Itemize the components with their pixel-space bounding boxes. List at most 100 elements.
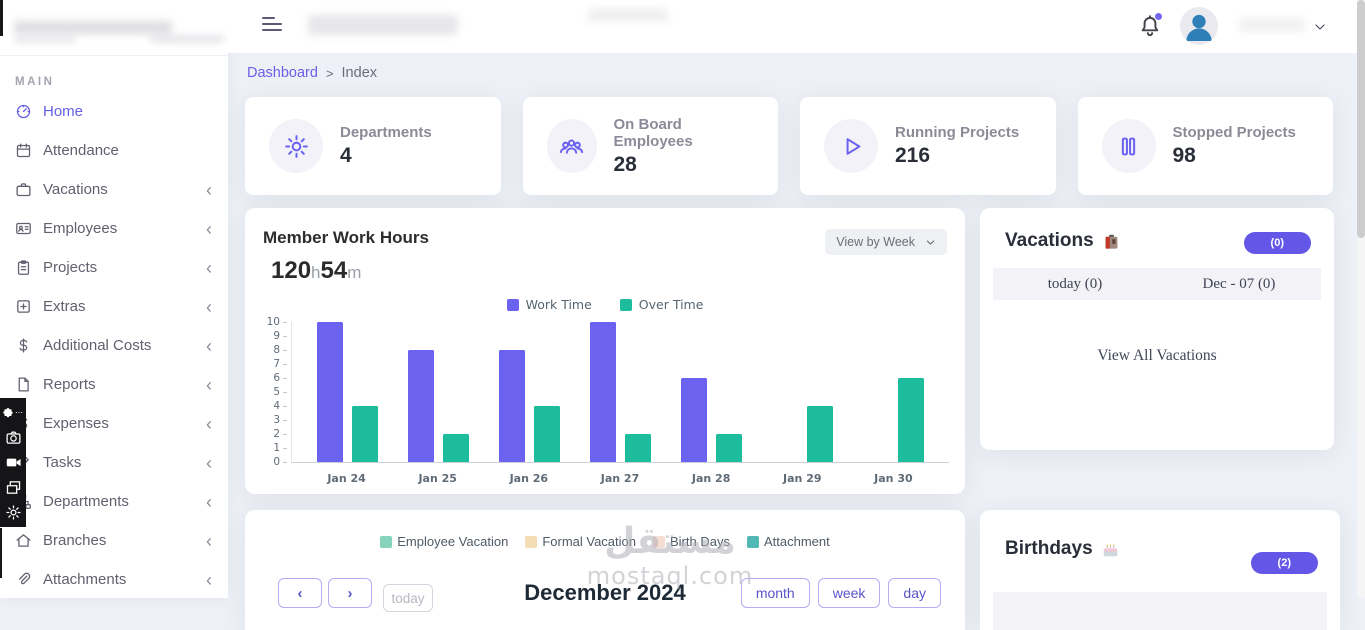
sidebar-item-extras[interactable]: Extras ‹ <box>0 287 228 326</box>
legend-swatch <box>380 535 393 548</box>
vacation-tab-0[interactable]: today (0) <box>1047 275 1103 292</box>
stat-label: On Board Employees <box>613 115 693 150</box>
y-axis-tick: 9 <box>273 330 287 342</box>
vacations-card: Vacations (0) today (0) Dec - 07 (0) View… <box>980 208 1334 450</box>
sidebar-item-attendance[interactable]: Attendance <box>0 131 228 170</box>
home-icon <box>15 532 32 549</box>
plot-area <box>291 322 949 463</box>
sidebar-item-expenses[interactable]: Expenses ‹ <box>0 404 228 443</box>
sidebar-item-label: Branches <box>43 532 107 549</box>
sidebar-item-home[interactable]: Home <box>0 92 228 131</box>
sidebar-item-departments[interactable]: Departments ‹ <box>0 482 228 521</box>
legend-label: Over Time <box>638 297 704 312</box>
scrollbar-track[interactable] <box>1357 0 1365 598</box>
username-blur <box>1239 18 1305 32</box>
puzzle-icon[interactable]: ⋯ <box>0 400 26 425</box>
chevron-left-icon: ‹ <box>206 413 212 434</box>
stat-value: 98 <box>1172 144 1196 167</box>
sidebar-item-additional-costs[interactable]: Additional Costs ‹ <box>0 326 228 365</box>
logo-blur <box>14 37 76 42</box>
sidebar-item-tasks[interactable]: Tasks ‹ <box>0 443 228 482</box>
work-time-bar[interactable] <box>499 350 525 462</box>
sidebar-item-label: Tasks <box>43 454 82 471</box>
hamburger-icon[interactable] <box>262 17 284 35</box>
y-axis: 0 1 2 3 4 5 6 7 8 9 10 <box>261 316 287 468</box>
legend-item-over-time[interactable]: Over Time <box>619 297 704 312</box>
sidebar-item-employees[interactable]: Employees ‹ <box>0 209 228 248</box>
x-axis-label: Jan 24 <box>327 472 366 485</box>
x-axis-label: Jan 28 <box>691 472 731 485</box>
total-minutes-value: 54 <box>320 257 348 284</box>
stat-value: 216 <box>895 144 931 167</box>
vacations-title: Vacations <box>1005 230 1121 252</box>
gear-icon[interactable] <box>0 500 26 525</box>
bar-chart: Work Time Over Time 0 1 2 3 4 5 6 7 8 9 10 Jan 24 Ja… <box>261 297 949 485</box>
vacation-tab-1[interactable]: Dec - 07 (0) <box>1202 275 1276 292</box>
sidebar-item-label: Reports <box>43 376 96 393</box>
capture-toolbar: ⋯ <box>0 398 26 527</box>
sidebar-item-branches[interactable]: Branches ‹ <box>0 521 228 560</box>
view-by-select[interactable]: View by Week <box>825 229 947 255</box>
video-icon[interactable] <box>0 450 26 475</box>
legend-swatch <box>506 298 519 311</box>
chevron-left-icon: ‹ <box>206 569 212 590</box>
briefcase-icon <box>15 181 32 198</box>
camera-icon[interactable] <box>0 425 26 450</box>
bar-group-jan-25 <box>408 350 469 462</box>
id-card-icon <box>15 220 32 237</box>
bar-group-jan-28 <box>681 378 742 462</box>
calendar-view-month-button[interactable]: month <box>740 578 810 608</box>
avatar[interactable] <box>1180 7 1218 45</box>
window-icon[interactable] <box>0 475 26 500</box>
work-time-bar[interactable] <box>681 378 707 462</box>
sidebar-item-vacations[interactable]: Vacations ‹ <box>0 170 228 209</box>
over-time-bar[interactable] <box>625 434 651 462</box>
chevron-left-icon: ‹ <box>206 179 212 200</box>
calendar-legend-employee-vacation: Employee Vacation <box>380 534 508 549</box>
chevron-down-icon[interactable] <box>1313 20 1327 34</box>
calendar-icon <box>15 142 32 159</box>
legend-item-work-time[interactable]: Work Time <box>506 297 592 312</box>
sidebar-section-label: MAIN <box>15 76 55 88</box>
bell-icon <box>1137 13 1163 39</box>
sidebar-item-projects[interactable]: Projects ‹ <box>0 248 228 287</box>
over-time-bar[interactable] <box>807 406 833 462</box>
bar-group-jan-24 <box>317 322 378 462</box>
over-time-bar[interactable] <box>443 434 469 462</box>
y-axis-tick: 1 <box>273 442 287 454</box>
breadcrumb-current: Index <box>341 65 378 81</box>
calendar-legend-birth-days: Birth Days <box>653 534 730 549</box>
legend-swatch <box>619 298 632 311</box>
over-time-bar[interactable] <box>716 434 742 462</box>
work-time-bar[interactable] <box>408 350 434 462</box>
view-all-vacations-link[interactable]: View All Vacations <box>1097 347 1217 364</box>
scrollbar-thumb[interactable] <box>1357 0 1365 238</box>
breadcrumb-link-dashboard[interactable]: Dashboard <box>247 65 318 81</box>
app-logo[interactable] <box>0 0 228 56</box>
chart-legend: Work Time Over Time <box>261 297 949 312</box>
user-icon <box>1180 7 1218 45</box>
sidebar-item-label: Departments <box>43 493 129 510</box>
legend-label: Formal Vacation <box>542 534 636 549</box>
over-time-bar[interactable] <box>898 378 924 462</box>
bar-group-jan-27 <box>590 322 651 462</box>
notifications-button[interactable] <box>1137 12 1163 39</box>
sidebar-item-label: Employees <box>43 220 118 237</box>
sidebar: MAIN Home Attendance Vacations ‹ Employees ‹ P… <box>0 0 228 598</box>
chevron-left-icon: ‹ <box>206 296 212 317</box>
stat-icon-circle <box>824 119 878 173</box>
sidebar-item-attachments[interactable]: Attachments ‹ <box>0 560 228 599</box>
calendar-view-week-button[interactable]: week <box>817 578 881 608</box>
sidebar-item-label: Expenses <box>43 415 109 432</box>
over-time-bar[interactable] <box>534 406 560 462</box>
vacations-count-button[interactable]: (0) <box>1243 232 1311 254</box>
x-axis-label: Jan 26 <box>509 472 549 485</box>
work-time-bar[interactable] <box>317 322 343 462</box>
birthdays-count-button[interactable]: (2) <box>1250 552 1318 574</box>
top-header <box>228 0 1357 53</box>
work-time-bar[interactable] <box>590 322 616 462</box>
sidebar-item-reports[interactable]: Reports ‹ <box>0 365 228 404</box>
stat-label: Departments <box>340 124 432 141</box>
over-time-bar[interactable] <box>352 406 378 462</box>
calendar-view-day-button[interactable]: day <box>888 578 941 608</box>
